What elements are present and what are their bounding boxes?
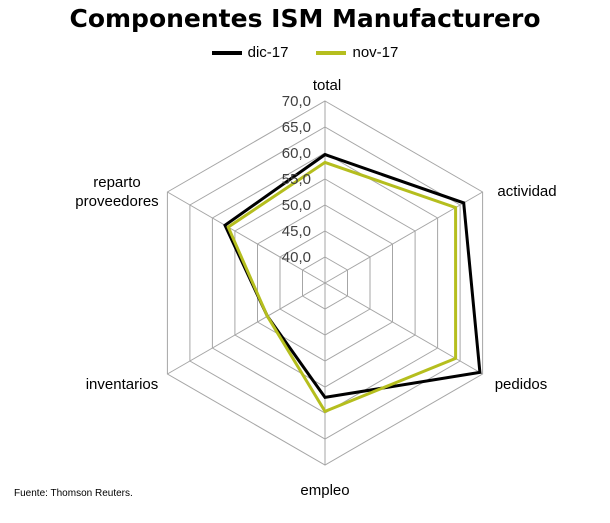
series-line-dic-17 [223,152,482,400]
tick-label-55-0: 55,0 [282,171,311,188]
tick-label-40-0: 40,0 [282,249,311,266]
legend-item-dic-17: dic-17 [211,44,289,61]
tick-label-65-0: 65,0 [282,119,311,136]
legend-label-dic-17: dic-17 [247,44,289,61]
tick-label-50-0: 50,0 [282,197,311,214]
spoke-1 [324,191,483,284]
legend-item-nov-17: nov-17 [316,44,398,61]
tick-label-70-0: 70,0 [282,93,311,110]
chart-title: Componentes ISM Manufacturero [69,4,541,33]
axis-label-actividad: actividad [497,183,556,200]
series-line-nov-17 [226,160,458,414]
chart-legend: dic-17 nov-17 [0,44,610,61]
axis-label-pedidos: pedidos [495,376,548,393]
spoke-2 [324,282,483,375]
axis-label-reparto-proveedores: reparto proveedores [75,174,158,210]
tick-label-45-0: 45,0 [282,223,311,240]
tick-label-60-0: 60,0 [282,145,311,162]
axis-label-total: total [313,77,341,94]
spoke-5 [167,191,326,284]
legend-swatch-dic-17 [211,50,242,55]
legend-swatch-nov-17 [316,50,347,55]
source-note: Fuente: Thomson Reuters. [14,488,133,499]
axis-label-empleo: empleo [300,482,349,499]
axis-label-inventarios: inventarios [86,376,159,393]
spoke-4 [167,282,326,375]
legend-label-nov-17: nov-17 [352,44,399,61]
